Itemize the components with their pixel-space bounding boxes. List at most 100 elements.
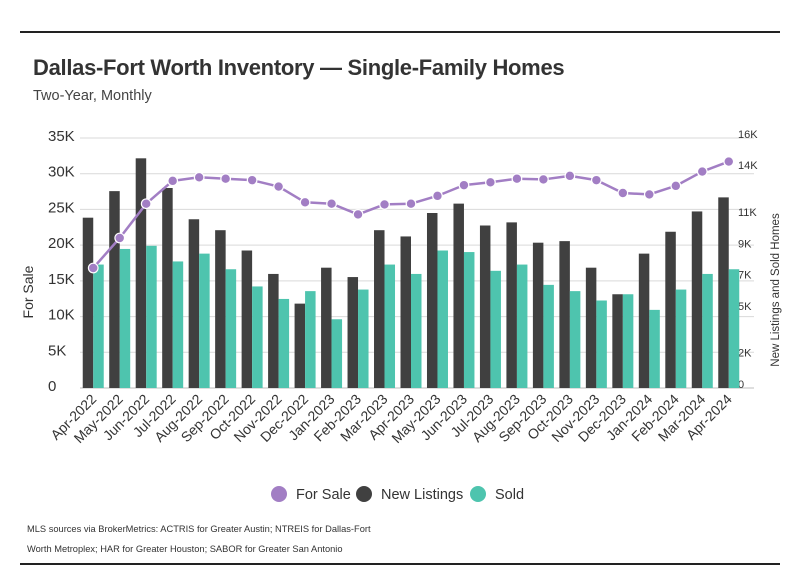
point-for-sale xyxy=(590,174,602,186)
bar-new-listings xyxy=(718,197,729,388)
bar-new-listings xyxy=(162,188,173,388)
bar-new-listings xyxy=(241,250,253,388)
point-for-sale xyxy=(458,179,470,191)
bar-sold xyxy=(569,291,581,388)
point-for-sale xyxy=(326,198,337,210)
top-rule xyxy=(20,31,780,33)
bar-sold xyxy=(543,284,554,388)
bar-new-listings xyxy=(426,213,438,388)
point-for-sale xyxy=(246,174,258,186)
bar-new-listings xyxy=(612,294,623,388)
source-note-line1: MLS sources via BrokerMetrics: ACTRIS fo… xyxy=(27,524,371,534)
legend-sold-swatch xyxy=(470,486,486,502)
bar-sold xyxy=(305,291,316,388)
left-tick-label: 25K xyxy=(48,199,75,216)
bar-new-listings xyxy=(268,273,279,388)
point-for-sale xyxy=(617,187,629,199)
point-for-sale xyxy=(114,232,126,244)
point-for-sale xyxy=(723,156,735,167)
bar-new-listings xyxy=(188,219,200,388)
bar-new-listings xyxy=(559,241,570,388)
bar-new-listings xyxy=(665,231,676,388)
left-tick-label: 0 xyxy=(48,378,56,395)
bar-sold xyxy=(252,286,263,388)
point-for-sale xyxy=(564,170,576,182)
legend-sold-label: Sold xyxy=(495,487,524,503)
point-for-sale xyxy=(643,189,655,200)
bar-new-listings xyxy=(585,267,597,388)
legend-new-listings-swatch xyxy=(356,486,372,502)
bar-new-listings xyxy=(453,203,464,388)
point-for-sale xyxy=(485,176,496,188)
bar-new-listings xyxy=(82,217,94,388)
legend-for-sale-swatch xyxy=(271,486,287,502)
bar-sold xyxy=(331,319,343,388)
bar-sold xyxy=(596,300,607,388)
point-for-sale xyxy=(167,175,179,187)
bar-sold xyxy=(225,269,237,388)
bar-new-listings xyxy=(347,277,359,388)
bar-sold xyxy=(278,298,290,388)
bar-sold xyxy=(702,273,713,388)
right-tick-label: 11K xyxy=(738,207,757,219)
bar-sold xyxy=(384,264,396,388)
right-tick-label: 5K xyxy=(738,301,752,313)
point-for-sale xyxy=(273,181,285,192)
bar-sold xyxy=(490,270,501,388)
bar-new-listings xyxy=(374,230,385,388)
right-tick-label: 14K xyxy=(738,160,758,172)
bar-sold xyxy=(411,273,422,388)
bar-sold xyxy=(119,248,131,388)
chart-title: Dallas-Fort Worth Inventory — Single-Fam… xyxy=(33,55,565,80)
bar-sold xyxy=(437,250,448,388)
left-tick-label: 20K xyxy=(48,235,75,252)
point-for-sale xyxy=(352,209,364,220)
bar-sold xyxy=(93,264,104,388)
bar-new-listings xyxy=(109,191,120,388)
bar-sold xyxy=(649,309,660,388)
bar-sold xyxy=(622,294,634,388)
bar-new-listings xyxy=(506,222,517,388)
bar-new-listings xyxy=(691,211,703,388)
left-tick-label: 15K xyxy=(48,271,75,288)
bar-sold xyxy=(728,269,740,388)
point-for-sale xyxy=(193,171,205,183)
left-tick-label: 10K xyxy=(48,307,75,324)
legend-for-sale-label: For Sale xyxy=(296,487,351,503)
right-tick-label: 16K xyxy=(738,129,758,141)
bar-new-listings xyxy=(135,158,147,388)
bar-new-listings xyxy=(294,303,306,388)
legend-new-listings-label: New Listings xyxy=(381,487,463,503)
bar-sold xyxy=(463,252,475,388)
right-tick-label: 0 xyxy=(738,379,744,391)
bar-sold xyxy=(199,253,210,388)
bar-new-listings xyxy=(532,242,544,388)
point-for-sale xyxy=(87,262,99,274)
bottom-rule xyxy=(20,563,780,565)
point-for-sale xyxy=(696,166,708,177)
point-for-sale xyxy=(511,173,523,185)
point-for-sale xyxy=(538,174,549,185)
point-for-sale xyxy=(405,198,417,210)
bar-new-listings xyxy=(638,253,650,388)
bar-sold xyxy=(146,245,157,388)
right-tick-label: 9K xyxy=(738,238,752,250)
right-tick-label: 2K xyxy=(738,348,752,360)
bar-sold xyxy=(516,264,528,388)
left-tick-label: 35K xyxy=(48,128,75,145)
bar-sold xyxy=(358,289,369,388)
bar-new-listings xyxy=(321,267,332,388)
right-tick-label: 7K xyxy=(738,270,752,282)
point-for-sale xyxy=(379,199,390,210)
bar-sold xyxy=(675,289,687,388)
source-note-line2: Worth Metroplex; HAR for Greater Houston… xyxy=(27,544,343,554)
point-for-sale xyxy=(220,173,232,185)
point-for-sale xyxy=(670,180,682,192)
left-axis-title: For Sale xyxy=(20,265,36,318)
point-for-sale xyxy=(299,196,311,208)
bar-new-listings xyxy=(215,230,226,388)
point-for-sale xyxy=(140,198,152,210)
left-tick-label: 5K xyxy=(48,342,66,359)
bar-new-listings xyxy=(400,236,411,388)
